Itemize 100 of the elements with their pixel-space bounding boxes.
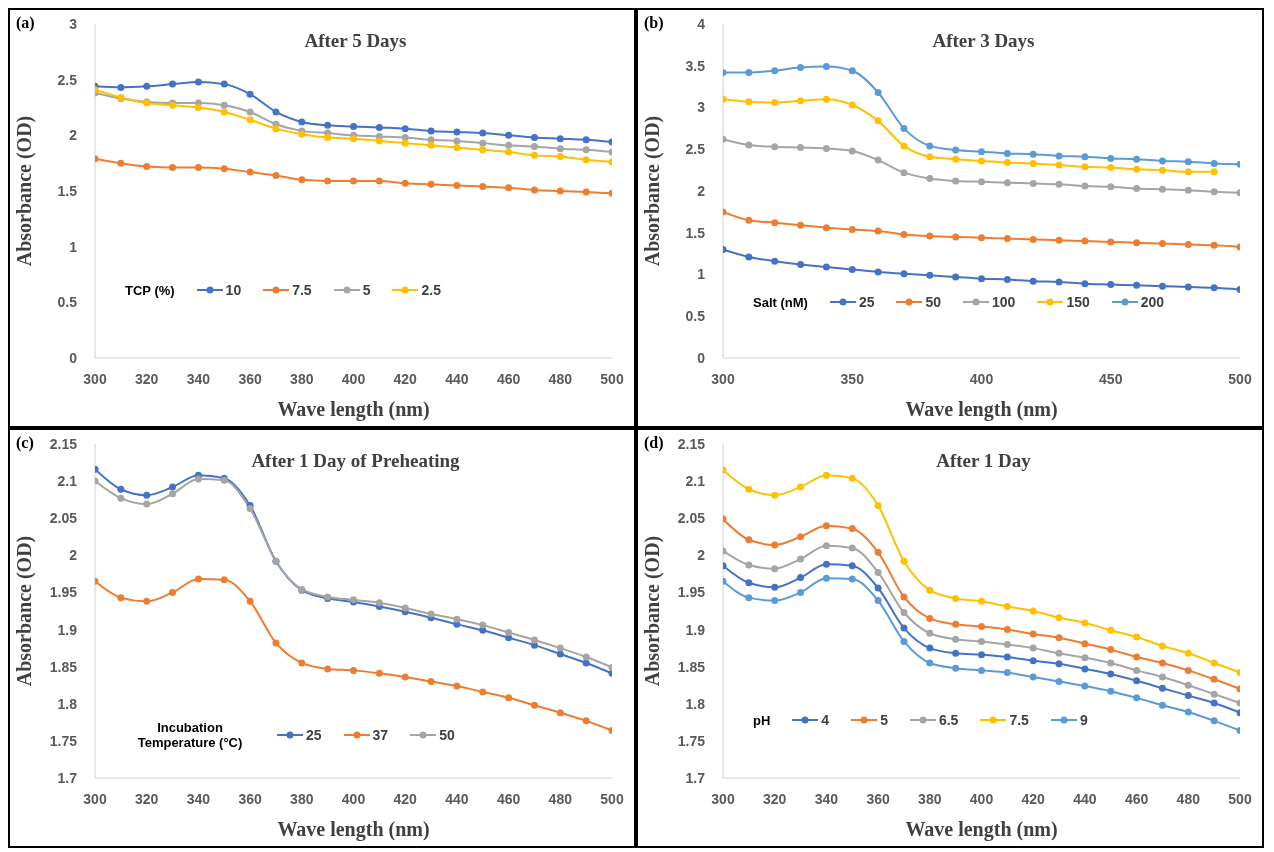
point [1003, 179, 1011, 187]
point [952, 594, 960, 602]
point [1081, 682, 1089, 690]
point [169, 588, 177, 596]
point [427, 127, 435, 135]
y-tick-label: 2.15 [49, 435, 78, 452]
point [848, 225, 856, 233]
point [771, 583, 779, 591]
point [1133, 155, 1141, 163]
point [1107, 670, 1115, 678]
x-tick-label: 420 [393, 370, 418, 387]
point [1133, 677, 1141, 685]
point [797, 144, 805, 152]
y-tick-label: 3.5 [685, 57, 706, 74]
point [1107, 154, 1115, 162]
point [298, 118, 306, 126]
chart-title: After 5 Days [303, 30, 408, 52]
point [194, 475, 202, 483]
point [453, 137, 461, 145]
line-series [723, 63, 1240, 168]
y-tick-label: 2.05 [677, 510, 706, 527]
point [530, 636, 538, 644]
point [194, 104, 202, 111]
point [427, 180, 435, 188]
point [1029, 179, 1037, 187]
point [771, 491, 779, 499]
point [771, 143, 779, 151]
legend-title: Salt (nM) [753, 294, 808, 310]
point [1107, 281, 1115, 289]
point [246, 90, 254, 98]
point [822, 522, 830, 530]
point [1184, 681, 1192, 689]
point [582, 188, 590, 196]
point [427, 678, 435, 686]
point [978, 651, 985, 659]
y-tick-label: 1.85 [49, 658, 78, 675]
legend-label: 37 [372, 727, 389, 743]
point [1055, 278, 1063, 286]
x-tick-label: 320 [135, 790, 159, 807]
x-tick-label: 340 [186, 370, 211, 387]
point [505, 141, 513, 149]
point [556, 187, 564, 195]
point [169, 164, 177, 172]
point [874, 597, 882, 605]
legend-title: Incubation Temperature (°C) [136, 720, 244, 750]
point [1184, 168, 1192, 176]
point [194, 164, 202, 172]
y-tick-label: 1.95 [677, 584, 706, 601]
point [1029, 657, 1037, 665]
legend-label: 4 [821, 712, 830, 728]
point [1158, 701, 1166, 709]
point [1081, 280, 1089, 288]
point [582, 653, 590, 661]
line-series [95, 78, 612, 146]
point [1003, 653, 1011, 661]
point [1210, 675, 1218, 683]
point [479, 688, 487, 696]
x-tick-label: 420 [1021, 790, 1046, 807]
point [453, 615, 461, 623]
point [1003, 159, 1011, 167]
point [771, 67, 779, 75]
point [926, 153, 934, 161]
point [220, 108, 228, 116]
point [745, 216, 753, 224]
point [505, 148, 513, 156]
point [530, 701, 538, 709]
x-tick-label: 300 [711, 370, 735, 387]
point [556, 709, 564, 717]
point [1133, 185, 1141, 192]
point [1158, 659, 1166, 667]
y-tick-label: 1.5 [57, 182, 78, 199]
point [1107, 183, 1115, 191]
text: (d) [644, 434, 664, 452]
point [1133, 165, 1141, 173]
point [1184, 283, 1192, 291]
point [745, 561, 753, 569]
point [1107, 238, 1115, 246]
y-tick-label: 1.9 [685, 621, 706, 638]
point [530, 134, 538, 142]
point [324, 121, 332, 129]
x-axis-title: Wave length (nm) [905, 398, 1058, 421]
y-tick-label: 1.75 [677, 732, 706, 749]
x-tick-label: 500 [1228, 370, 1252, 387]
point [1003, 626, 1011, 634]
point [556, 644, 564, 652]
point [874, 502, 882, 510]
point [556, 152, 564, 160]
legend-label: 10 [225, 282, 242, 298]
text: (b) [644, 14, 664, 32]
point [900, 593, 908, 601]
y-tick-label: 2.5 [685, 141, 706, 158]
legend-label: 9 [1079, 712, 1088, 728]
x-tick-label: 320 [763, 790, 787, 807]
point [822, 63, 830, 71]
point [926, 232, 934, 240]
point [1158, 642, 1166, 650]
point [745, 253, 753, 261]
x-tick-label: 300 [83, 370, 107, 387]
point [1107, 659, 1115, 667]
point [797, 588, 805, 596]
